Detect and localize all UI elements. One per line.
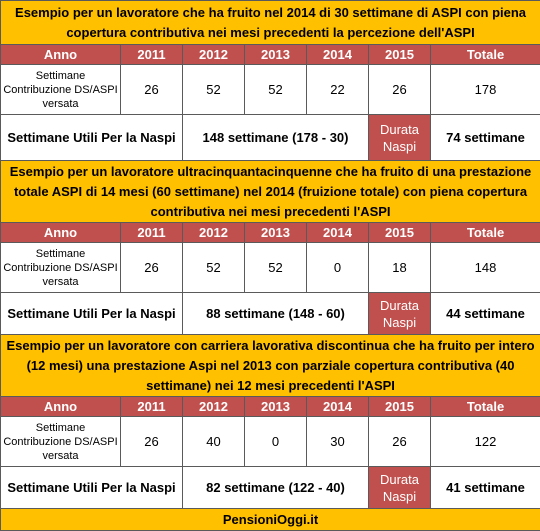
- header-cell: 2014: [307, 45, 369, 65]
- value-cell: 18: [369, 243, 431, 293]
- example-title-row: Esempio per un lavoratore che ha fruito …: [1, 1, 540, 45]
- example-title-row: Esempio per un lavoratore ultracinquanta…: [1, 161, 540, 223]
- header-cell: 2013: [245, 45, 307, 65]
- total-cell: 148: [431, 243, 540, 293]
- value-cell: 26: [121, 243, 183, 293]
- row-label: Settimane Contribuzione DS/ASPI versata: [1, 417, 121, 467]
- naspi-row: Settimane Utili Per la Naspi 88 settiman…: [1, 293, 540, 335]
- value-cell: 52: [245, 243, 307, 293]
- durata-value: 44 settimane: [431, 293, 540, 335]
- header-cell: 2012: [183, 397, 245, 417]
- value-cell: 30: [307, 417, 369, 467]
- header-cell: Totale: [431, 397, 540, 417]
- durata-label: Durata Naspi: [369, 115, 431, 161]
- year-header-row: Anno 2011 2012 2013 2014 2015 Totale: [1, 397, 540, 417]
- value-cell: 22: [307, 65, 369, 115]
- durata-value: 41 settimane: [431, 467, 540, 509]
- header-cell: 2012: [183, 223, 245, 243]
- value-cell: 26: [369, 417, 431, 467]
- header-cell: 2011: [121, 397, 183, 417]
- naspi-row: Settimane Utili Per la Naspi 148 settima…: [1, 115, 540, 161]
- value-cell: 26: [121, 417, 183, 467]
- utili-value: 82 settimane (122 - 40): [183, 467, 369, 509]
- utili-value: 148 settimane (178 - 30): [183, 115, 369, 161]
- year-header-row: Anno 2011 2012 2013 2014 2015 Totale: [1, 223, 540, 243]
- value-cell: 52: [183, 65, 245, 115]
- header-cell: 2014: [307, 223, 369, 243]
- site-footer: PensioniOggi.it: [1, 509, 540, 531]
- total-cell: 178: [431, 65, 540, 115]
- row-label: Settimane Contribuzione DS/ASPI versata: [1, 65, 121, 115]
- utili-value: 88 settimane (148 - 60): [183, 293, 369, 335]
- header-cell: 2013: [245, 223, 307, 243]
- utili-label: Settimane Utili Per la Naspi: [1, 115, 183, 161]
- utili-label: Settimane Utili Per la Naspi: [1, 293, 183, 335]
- value-cell: 52: [245, 65, 307, 115]
- header-cell: Totale: [431, 45, 540, 65]
- header-cell: 2015: [369, 223, 431, 243]
- footer-row: PensioniOggi.it: [1, 509, 540, 531]
- row-label: Settimane Contribuzione DS/ASPI versata: [1, 243, 121, 293]
- contribution-row: Settimane Contribuzione DS/ASPI versata …: [1, 417, 540, 467]
- header-cell: 2011: [121, 45, 183, 65]
- value-cell: 0: [307, 243, 369, 293]
- durata-label: Durata Naspi: [369, 293, 431, 335]
- utili-label: Settimane Utili Per la Naspi: [1, 467, 183, 509]
- header-cell: 2013: [245, 397, 307, 417]
- value-cell: 52: [183, 243, 245, 293]
- value-cell: 26: [369, 65, 431, 115]
- header-cell: Totale: [431, 223, 540, 243]
- example-title-row: Esempio per un lavoratore con carriera l…: [1, 335, 540, 397]
- year-header-row: Anno 2011 2012 2013 2014 2015 Totale: [1, 45, 540, 65]
- header-cell: Anno: [1, 45, 121, 65]
- value-cell: 0: [245, 417, 307, 467]
- example-title: Esempio per un lavoratore che ha fruito …: [1, 1, 540, 45]
- header-cell: 2015: [369, 397, 431, 417]
- total-cell: 122: [431, 417, 540, 467]
- example-title: Esempio per un lavoratore con carriera l…: [1, 335, 540, 397]
- header-cell: 2012: [183, 45, 245, 65]
- naspi-row: Settimane Utili Per la Naspi 82 settiman…: [1, 467, 540, 509]
- header-cell: 2015: [369, 45, 431, 65]
- durata-value: 74 settimane: [431, 115, 540, 161]
- header-cell: 2014: [307, 397, 369, 417]
- header-cell: Anno: [1, 397, 121, 417]
- value-cell: 26: [121, 65, 183, 115]
- contribution-row: Settimane Contribuzione DS/ASPI versata …: [1, 65, 540, 115]
- header-cell: 2011: [121, 223, 183, 243]
- contribution-row: Settimane Contribuzione DS/ASPI versata …: [1, 243, 540, 293]
- example-title: Esempio per un lavoratore ultracinquanta…: [1, 161, 540, 223]
- durata-label: Durata Naspi: [369, 467, 431, 509]
- header-cell: Anno: [1, 223, 121, 243]
- value-cell: 40: [183, 417, 245, 467]
